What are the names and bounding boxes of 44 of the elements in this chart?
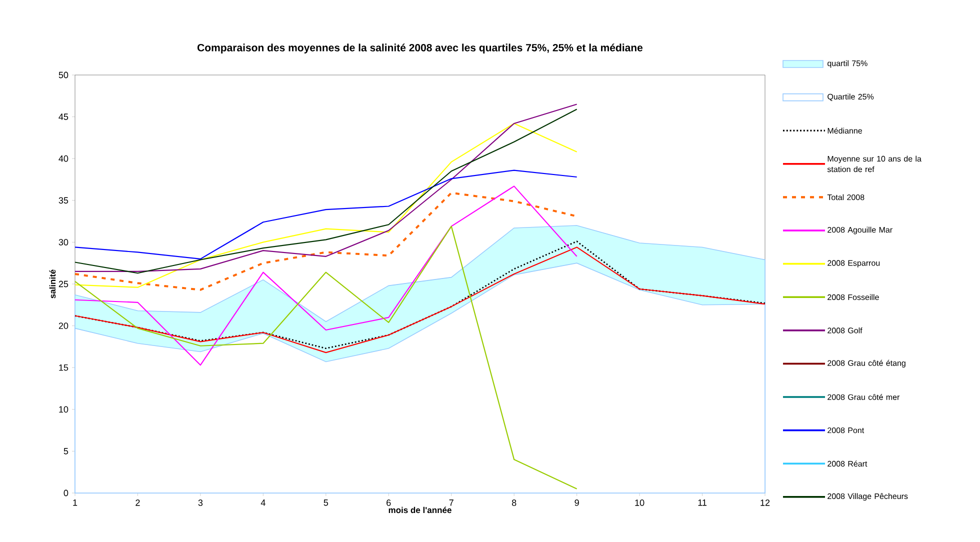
legend-label: Médianne	[828, 128, 862, 134]
legend-label: 2008 Grau côté mer	[828, 394, 900, 400]
legend-label: Moyenne sur 10 ans de la station de ref	[827, 156, 922, 172]
legend-label: 2008 Golf	[828, 327, 862, 334]
y-tick-label: 50	[58, 72, 68, 78]
x-tick-label: 4	[260, 500, 266, 506]
y-tick-label: 40	[58, 155, 68, 162]
x-tick-label: 10	[635, 500, 644, 506]
line-series	[74, 122, 578, 288]
legend-label: Quartile 25%	[828, 94, 874, 101]
y-tick-label: 30	[58, 239, 68, 246]
x-tick-label: 3	[198, 500, 203, 506]
x-tick-label: 12	[760, 500, 770, 506]
legend-label: 2008 Fosseille	[828, 294, 879, 300]
legend-label: 2008 Réart	[828, 460, 868, 467]
x-tick-label: 11	[698, 500, 707, 506]
chart-title: Comparaison des moyennes de la salinité 2008 avec les quartiles 75%, 25% et la médiane	[197, 44, 643, 54]
x-tick-label: 2	[136, 500, 140, 506]
legend-label: 2008 Grau côté étang	[828, 360, 906, 368]
line-series	[74, 186, 578, 366]
y-tick-label: 35	[58, 197, 68, 204]
line-series	[74, 226, 578, 490]
x-tick-label: 5	[324, 500, 328, 506]
legend-label: 2008 Pont	[828, 427, 864, 434]
legend-label: 2008 Agouille Mar	[828, 226, 892, 234]
y-axis-title: salinité	[49, 270, 56, 298]
y-tick-label: 25	[58, 280, 68, 288]
y-tick-label: 5	[64, 448, 68, 454]
y-tick-label: 15	[59, 364, 68, 371]
legend-label: Total 2008	[827, 194, 864, 200]
x-tick-label: 9	[574, 500, 579, 506]
legend-label: 2008 Esparrou	[828, 260, 880, 268]
x-tick-label: 7	[449, 500, 454, 506]
y-tick-label: 20	[58, 322, 68, 329]
line-series	[74, 170, 578, 260]
x-tick-label: 1	[73, 500, 78, 506]
x-axis-title: mois de l'année	[388, 506, 452, 514]
y-tick-label: 10	[59, 406, 68, 413]
y-tick-label: 45	[58, 114, 68, 120]
legend-label: 2008 Village Pêcheurs	[828, 493, 908, 501]
x-tick-label: 6	[386, 500, 391, 506]
legend-label: quartil 75%	[828, 60, 868, 68]
x-tick-label: 8	[512, 500, 516, 506]
y-tick-label: 0	[64, 490, 68, 496]
